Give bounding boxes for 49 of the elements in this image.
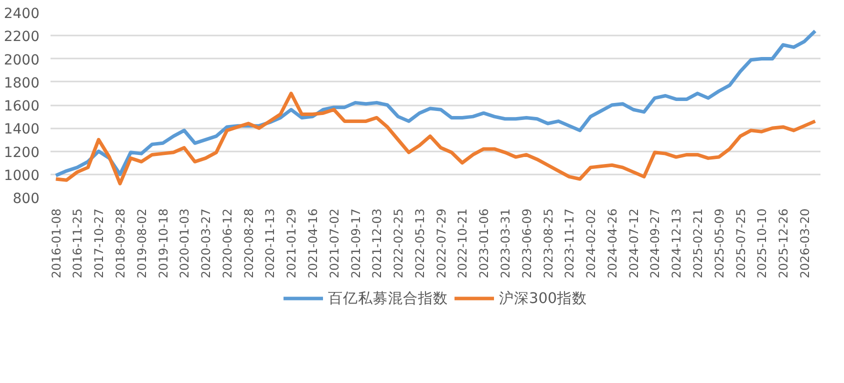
x-tick-label: 2025-12-26 [776,208,791,278]
x-tick-label: 2021-09-17 [348,208,363,278]
x-tick-label: 2018-09-28 [114,208,128,278]
line-series [54,29,817,178]
x-tick-label: 2017-10-27 [92,208,106,278]
x-tick-label: 2024-07-12 [626,208,641,278]
x-tick-label: 2024-02-02 [584,208,598,278]
x-tick-label: 2020-08-28 [242,208,256,278]
y-tick-label: 2400 [4,6,40,22]
x-tick-label: 2022-07-29 [434,208,448,278]
x-tick-label: 2021-04-16 [306,208,320,278]
x-tick-label: 2025-02-21 [691,208,706,278]
legend-label: 沪深300指数 [499,288,587,308]
x-tick-label: 2019-10-18 [156,208,170,278]
x-tick-label: 2025-10-10 [755,208,770,278]
x-tick-label: 2023-11-17 [562,208,577,278]
y-tick-label: 800 [12,191,40,207]
x-tick-label: 2024-12-13 [670,208,684,278]
x-tick-label: 2025-05-09 [712,208,726,278]
x-tick-label: 2024-09-27 [648,208,662,278]
x-tick-label: 2022-10-21 [456,208,470,278]
line-series [54,92,817,186]
x-tick-label: 2022-05-13 [412,208,427,278]
x-tick-label: 2023-03-31 [498,208,513,278]
x-tick-label: 2020-01-03 [178,208,192,278]
x-tick-label: 2026-03-20 [798,208,812,278]
x-tick-label: 2023-01-06 [477,208,492,278]
x-tick-label: 2020-03-27 [199,208,214,278]
x-tick-label: 2025-07-25 [734,208,748,278]
x-tick-label: 2021-12-03 [370,208,384,278]
y-tick-label: 1200 [4,144,40,161]
x-tick-label: 2022-02-25 [392,208,406,278]
y-tick-label: 1800 [4,75,40,92]
y-tick-label: 1000 [4,168,40,184]
x-tick-label: 2016-01-08 [49,208,64,278]
x-tick-label: 2023-06-09 [520,208,534,278]
y-tick-label: 1400 [4,122,40,138]
x-tick-label: 2020-11-13 [263,208,278,278]
x-tick-label: 2021-07-02 [327,208,342,278]
x-tick-label: 2021-01-29 [284,208,299,278]
legend-label: 百亿私募混合指数 [328,288,448,308]
y-tick-label: 2000 [4,52,40,68]
x-tick-label: 2016-11-25 [70,208,85,278]
x-tick-label: 2023-08-25 [541,208,556,278]
y-tick-label: 1600 [4,98,40,114]
x-tick-label: 2020-06-12 [220,208,234,278]
y-tick-label: 2200 [4,29,40,46]
x-tick-label: 2024-04-26 [605,208,620,278]
x-tick-label: 2019-08-02 [134,208,149,278]
